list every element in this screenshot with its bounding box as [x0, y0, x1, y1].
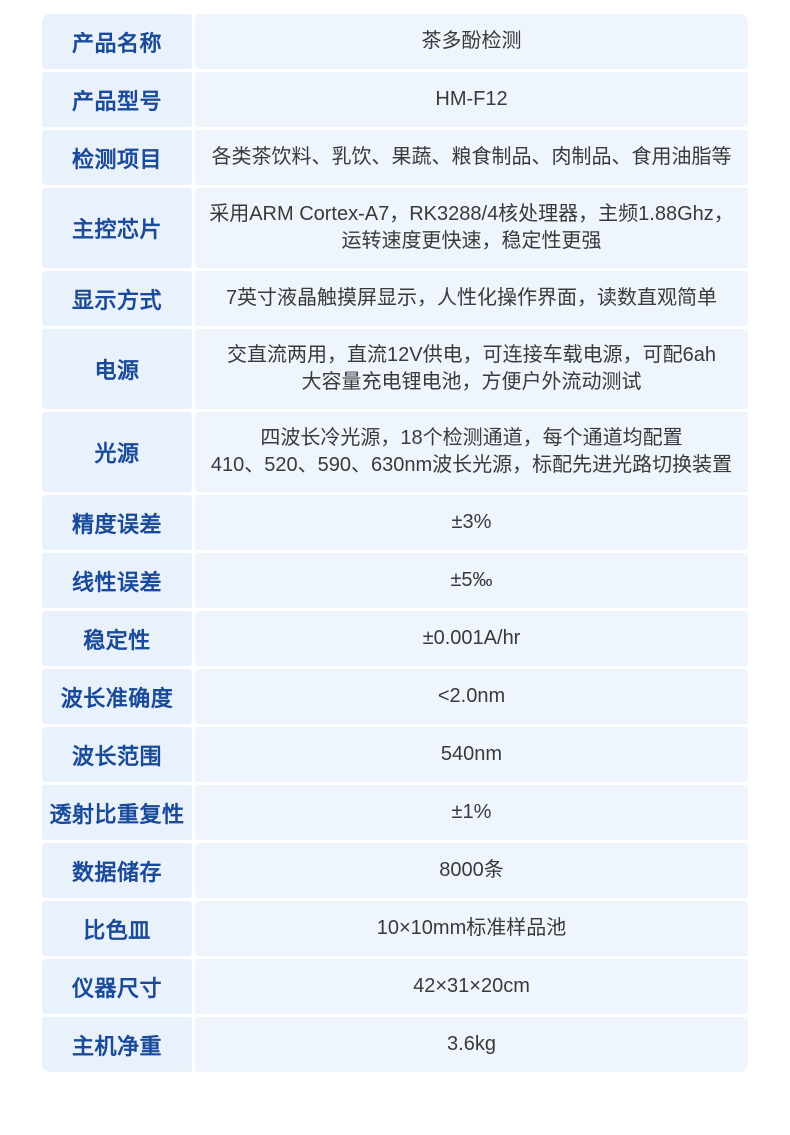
spec-row: 波长范围 540nm: [42, 727, 748, 782]
spec-value: 7英寸液晶触摸屏显示，人性化操作界面，读数直观简单: [195, 271, 748, 326]
spec-row: 电源 交直流两用，直流12V供电，可连接车载电源，可配6ah 大容量充电锂电池，方…: [42, 329, 748, 409]
spec-value: <2.0nm: [195, 669, 748, 724]
spec-value: 3.6kg: [195, 1017, 748, 1072]
spec-label: 主控芯片: [42, 188, 192, 268]
spec-value: ±3%: [195, 495, 748, 550]
spec-row: 透射比重复性 ±1%: [42, 785, 748, 840]
spec-row: 检测项目 各类茶饮料、乳饮、果蔬、粮食制品、肉制品、食用油脂等: [42, 130, 748, 185]
spec-label: 数据储存: [42, 843, 192, 898]
spec-value: 540nm: [195, 727, 748, 782]
spec-label: 稳定性: [42, 611, 192, 666]
spec-label: 主机净重: [42, 1017, 192, 1072]
spec-row: 主机净重 3.6kg: [42, 1017, 748, 1072]
spec-row: 精度误差 ±3%: [42, 495, 748, 550]
spec-value: 茶多酚检测: [195, 14, 748, 69]
spec-row: 线性误差 ±5‰: [42, 553, 748, 608]
spec-label: 显示方式: [42, 271, 192, 326]
spec-label: 产品名称: [42, 14, 192, 69]
spec-value: 交直流两用，直流12V供电，可连接车载电源，可配6ah 大容量充电锂电池，方便户…: [195, 329, 748, 409]
spec-value: 四波长冷光源，18个检测通道，每个通道均配置 410、520、590、630nm…: [195, 412, 748, 492]
spec-label: 产品型号: [42, 72, 192, 127]
spec-label: 线性误差: [42, 553, 192, 608]
spec-label: 波长范围: [42, 727, 192, 782]
spec-table: 产品名称 茶多酚检测 产品型号 HM-F12 检测项目 各类茶饮料、乳饮、果蔬、粮食制品、…: [42, 14, 748, 1072]
spec-label: 比色皿: [42, 901, 192, 956]
spec-row: 显示方式 7英寸液晶触摸屏显示，人性化操作界面，读数直观简单: [42, 271, 748, 326]
spec-row: 光源 四波长冷光源，18个检测通道，每个通道均配置 410、520、590、630…: [42, 412, 748, 492]
spec-label: 仪器尺寸: [42, 959, 192, 1014]
spec-value: 各类茶饮料、乳饮、果蔬、粮食制品、肉制品、食用油脂等: [195, 130, 748, 185]
spec-row: 仪器尺寸 42×31×20cm: [42, 959, 748, 1014]
spec-row: 数据储存 8000条: [42, 843, 748, 898]
spec-value: 8000条: [195, 843, 748, 898]
spec-value: ±5‰: [195, 553, 748, 608]
spec-value: ±0.001A/hr: [195, 611, 748, 666]
spec-label: 光源: [42, 412, 192, 492]
spec-value: 10×10mm标准样品池: [195, 901, 748, 956]
spec-label: 透射比重复性: [42, 785, 192, 840]
spec-value: 采用ARM Cortex-A7，RK3288/4核处理器，主频1.88Ghz， …: [195, 188, 748, 268]
spec-row: 波长准确度 <2.0nm: [42, 669, 748, 724]
spec-label: 电源: [42, 329, 192, 409]
spec-row: 产品名称 茶多酚检测: [42, 14, 748, 69]
spec-row: 主控芯片 采用ARM Cortex-A7，RK3288/4核处理器，主频1.88G…: [42, 188, 748, 268]
spec-row: 稳定性 ±0.001A/hr: [42, 611, 748, 666]
spec-value: HM-F12: [195, 72, 748, 127]
spec-label: 精度误差: [42, 495, 192, 550]
spec-row: 比色皿 10×10mm标准样品池: [42, 901, 748, 956]
spec-label: 检测项目: [42, 130, 192, 185]
spec-value: ±1%: [195, 785, 748, 840]
spec-row: 产品型号 HM-F12: [42, 72, 748, 127]
spec-value: 42×31×20cm: [195, 959, 748, 1014]
spec-label: 波长准确度: [42, 669, 192, 724]
